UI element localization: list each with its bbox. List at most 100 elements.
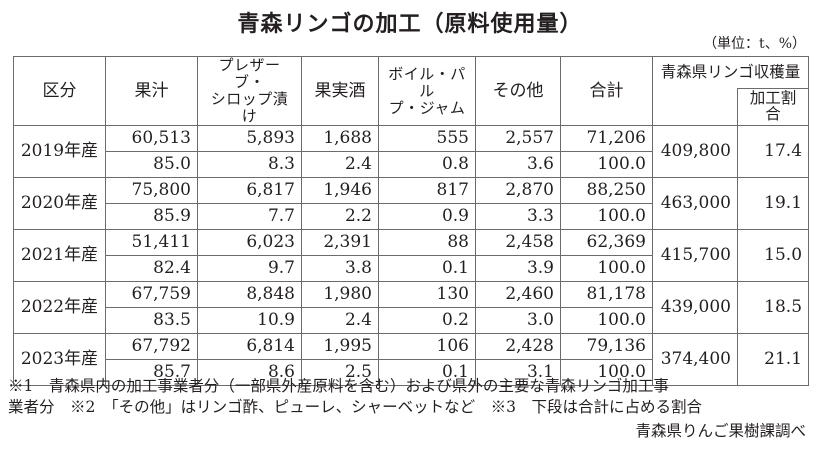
share-other: 3.9 [475, 255, 561, 282]
share-cider: 2.5 [301, 359, 379, 386]
share-juice: 82.4 [105, 255, 198, 282]
unit-label: （単位：t、%） [703, 36, 806, 52]
ratio-cell: 15.0 [736, 229, 810, 282]
amount-juice: 60,513 [105, 125, 198, 152]
amount-juice: 67,759 [105, 281, 198, 308]
share-cider: 2.4 [301, 307, 379, 334]
header-other: その他 [475, 56, 561, 126]
amount-cider: 1,980 [301, 281, 379, 308]
amount-cider: 2,391 [301, 229, 379, 256]
table-row-amount: 2021年産 51,411 6,023 2,391 88 2,458 62,369 415,7… [13, 229, 810, 282]
year-cell: 2020年産 [13, 177, 106, 230]
year-cell: 2022年産 [13, 281, 106, 334]
share-preserve: 8.6 [197, 359, 302, 386]
amount-preserve: 6,814 [197, 333, 302, 360]
share-preserve: 8.3 [197, 151, 302, 178]
table-row-share: 82.4 9.7 3.8 0.1 3.9 100.0 [14, 255, 809, 282]
table-row-share: 85.0 8.3 2.4 0.8 3.6 100.0 [14, 151, 809, 178]
harvest-cell: 463,000 [652, 177, 738, 230]
share-juice: 85.7 [105, 359, 198, 386]
share-preserve: 10.9 [197, 307, 302, 334]
amount-juice: 75,800 [105, 177, 198, 204]
ratio-cell: 21.1 [736, 333, 810, 386]
share-boiled-pulp-jam: 0.9 [378, 203, 476, 230]
amount-boiled-pulp-jam: 130 [378, 281, 476, 308]
ratio-cell: 18.5 [736, 281, 810, 334]
amount-other: 2,428 [475, 333, 561, 360]
share-juice: 85.9 [105, 203, 198, 230]
source-label: 青森県りんご果樹課調べ [635, 422, 806, 440]
share-cider: 2.2 [301, 203, 379, 230]
ratio-cell: 17.4 [736, 125, 810, 178]
harvest-cell: 415,700 [652, 229, 738, 282]
share-boiled-pulp-jam: 0.8 [378, 151, 476, 178]
harvest-cell: 374,400 [652, 333, 738, 386]
share-other: 3.6 [475, 151, 561, 178]
amount-other: 2,870 [475, 177, 561, 204]
share-cider: 3.8 [301, 255, 379, 282]
amount-total: 88,250 [560, 177, 653, 204]
share-other: 3.3 [475, 203, 561, 230]
header-juice: 果汁 [105, 56, 198, 126]
table-row-share: 83.5 10.9 2.4 0.2 3.0 100.0 [14, 307, 809, 334]
share-juice: 83.5 [105, 307, 198, 334]
year-cell: 2023年産 [13, 333, 106, 386]
amount-other: 2,557 [475, 125, 561, 152]
header-boiled-pulp-jam: ボイル・パル プ・ジャム [378, 56, 476, 126]
amount-cider: 1,688 [301, 125, 379, 152]
harvest-cell: 439,000 [652, 281, 738, 334]
amount-total: 71,206 [560, 125, 653, 152]
amount-other: 2,458 [475, 229, 561, 256]
header-preserve: プレザーブ・ シロップ漬け [197, 56, 302, 126]
footnote-line-2: 業者分 ※2 「その他」はリンゴ酢、ピューレ、シャーベットなど ※3 下段は合計… [8, 398, 702, 416]
amount-other: 2,460 [475, 281, 561, 308]
footnotes: ※1 青森県内の加工事業者分（一部県外産原料を含む）および県外の主要な青森リンゴ… [8, 376, 814, 418]
apple-processing-table: 区分 果汁 プレザーブ・ シロップ漬け 果実酒 ボイル・パル プ・ジャム その他 合… [13, 56, 810, 386]
table-row-amount: 2020年産 75,800 6,817 1,946 817 2,870 88,250 463,… [13, 177, 810, 230]
share-preserve: 7.7 [197, 203, 302, 230]
amount-preserve: 5,893 [197, 125, 302, 152]
amount-preserve: 6,023 [197, 229, 302, 256]
page-title: 青森リンゴの加工（原料使用量） [237, 12, 583, 37]
ratio-cell: 19.1 [736, 177, 810, 230]
amount-boiled-pulp-jam: 555 [378, 125, 476, 152]
table-row-amount: 2023年産 67,792 6,814 1,995 106 2,428 79,136 374,… [13, 333, 810, 386]
year-cell: 2021年産 [13, 229, 106, 282]
share-total: 100.0 [560, 359, 653, 386]
amount-preserve: 6,817 [197, 177, 302, 204]
share-cider: 2.4 [301, 151, 379, 178]
amount-boiled-pulp-jam: 88 [378, 229, 476, 256]
share-preserve: 9.7 [197, 255, 302, 282]
share-juice: 85.0 [105, 151, 198, 178]
harvest-cell: 409,800 [652, 125, 738, 178]
amount-preserve: 8,848 [197, 281, 302, 308]
year-cell: 2019年産 [13, 125, 106, 178]
amount-cider: 1,995 [301, 333, 379, 360]
share-other: 3.0 [475, 307, 561, 334]
amount-total: 62,369 [560, 229, 653, 256]
amount-juice: 51,411 [105, 229, 198, 256]
header-harvest-blank [652, 88, 738, 127]
table-row-amount: 2022年産 67,759 8,848 1,980 130 2,460 81,178 439,… [13, 281, 810, 334]
amount-total: 81,178 [560, 281, 653, 308]
footnote-line-1: ※1 青森県内の加工事業者分（一部県外産原料を含む）および県外の主要な青森リンゴ… [8, 377, 669, 395]
amount-juice: 67,792 [105, 333, 198, 360]
table-row-share: 85.9 7.7 2.2 0.9 3.3 100.0 [14, 203, 809, 230]
header-total: 合計 [560, 56, 653, 126]
amount-boiled-pulp-jam: 106 [378, 333, 476, 360]
header-category: 区分 [13, 56, 106, 126]
table-row-share: 85.7 8.6 2.5 0.1 3.1 100.0 [14, 359, 809, 386]
amount-cider: 1,946 [301, 177, 379, 204]
amount-total: 79,136 [560, 333, 653, 360]
share-total: 100.0 [560, 307, 653, 334]
table-row-amount: 2019年産 60,513 5,893 1,688 555 2,557 71,206 409,… [13, 125, 810, 178]
amount-boiled-pulp-jam: 817 [378, 177, 476, 204]
share-total: 100.0 [560, 255, 653, 282]
share-boiled-pulp-jam: 0.2 [378, 307, 476, 334]
share-boiled-pulp-jam: 0.1 [378, 359, 476, 386]
header-harvest: 青森県リンゴ収穫量 [651, 56, 810, 89]
share-total: 100.0 [560, 151, 653, 178]
header-ratio: 加工割合 [736, 87, 810, 127]
share-total: 100.0 [560, 203, 653, 230]
header-cider: 果実酒 [301, 56, 379, 126]
